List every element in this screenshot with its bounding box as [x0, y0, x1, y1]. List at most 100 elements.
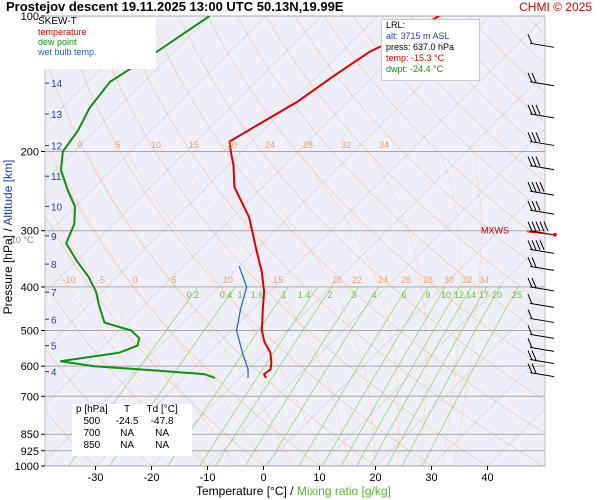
table-cell: NA [155, 440, 170, 451]
isotherm [207, 128, 545, 466]
moist-adiabat-label: -10 [62, 275, 75, 285]
table-header: p [hPa] [76, 404, 108, 415]
isotherm [45, 16, 378, 349]
isotherm [45, 16, 154, 125]
x-tick-label: 40 [481, 472, 493, 484]
wind-barb [527, 72, 555, 87]
mixing-ratio-label: 10 [441, 290, 451, 300]
x-tick-label: 0 [260, 472, 266, 484]
dry-adiabat [352, 16, 545, 213]
mixing-ratio-label: 12 [454, 290, 464, 300]
moist-adiabat-label: 24 [265, 140, 275, 150]
altitude-tick-label: 14 [51, 79, 63, 90]
pressure-tick-label: 925 [21, 446, 39, 458]
dry-adiabat [294, 16, 545, 274]
pressure-tick-label: 300 [21, 226, 39, 238]
moist-adiabat-label: 28 [423, 275, 433, 285]
table-cell: NA [120, 428, 135, 439]
wind-barb [527, 200, 555, 215]
pressure-tick-label: 500 [21, 326, 39, 338]
altitude-tick-label: 12 [51, 142, 63, 153]
table-cell: 500 [83, 416, 101, 427]
moist-adiabat-label: 32 [341, 140, 351, 150]
x-tick-label: -20 [144, 472, 160, 484]
lrl-altitude: alt: 3715 m ASL [386, 31, 450, 41]
altitude-tick-label: 11 [51, 172, 62, 183]
legend: SKEW-T temperature dew point wet bulb te… [38, 17, 156, 69]
y-axis-title-altitude: Altitude [km] [1, 159, 15, 226]
mxws-barb [526, 231, 554, 236]
wind-barb [527, 104, 555, 119]
wind-barb [527, 132, 555, 146]
altitude-tick-label: 4 [51, 368, 57, 379]
wind-barb [527, 257, 555, 271]
lrl-pressure: press: 637.0 hPa [386, 42, 455, 52]
table-cell: NA [155, 428, 170, 439]
series-dew-point [59, 16, 216, 379]
mixing-ratio-label: 8 [425, 290, 430, 300]
table-cell: 850 [83, 440, 101, 451]
y-axis-title: Pressure [hPa] / Altitude [km] [1, 137, 15, 337]
altitude-tick-label: 6 [51, 315, 57, 326]
mixing-ratio-label: 3 [351, 290, 356, 300]
table-cell: -24.5 [115, 416, 139, 427]
moist-adiabat-label: 28 [303, 140, 313, 150]
x-tick-label: 10 [313, 472, 325, 484]
table-cell: -47.8 [150, 416, 174, 427]
altitude-tick-label: 9 [51, 232, 57, 243]
x-axis-title-main: Temperature [°C] / [196, 484, 297, 498]
x-tick-label: -10 [200, 472, 216, 484]
altitude-tick-label: 8 [51, 260, 57, 271]
x-tick-label: 30 [425, 472, 437, 484]
moist-adiabat-label: 5 [171, 275, 176, 285]
moist-adiabat-label: 0 [77, 140, 82, 150]
mixing-ratio-label: 0.4 [220, 290, 233, 300]
mixing-ratio-label: 2 [327, 290, 332, 300]
series-wet-bulb-temp [235, 266, 249, 378]
isotherm [263, 184, 545, 466]
wind-barb [527, 325, 555, 339]
series-temperature [228, 16, 440, 379]
pressure-tick-label: 700 [21, 391, 39, 403]
dry-adiabat [236, 16, 545, 337]
mixing-ratio-label: 1 [281, 290, 286, 300]
moist-adiabat-label: 10 [223, 275, 233, 285]
table-row: 500 -24.5 -47.8 [72, 416, 182, 428]
wind-barb [527, 34, 555, 48]
pressure-tick-label: 400 [21, 282, 39, 294]
moist-adiabat [453, 151, 482, 466]
table-header: Td [°C] [146, 404, 178, 415]
chart-title: Prostejov descent 19.11.2025 13:00 UTC 5… [6, 0, 344, 14]
mixing-ratio-label: 1.6 [251, 290, 264, 300]
mxws-label: MXWS [481, 226, 509, 236]
summary-table: p [hPa] T Td [°C] 500 -24.5 -47.8 700 NA… [72, 404, 182, 452]
moist-adiabat-label: 34 [379, 140, 389, 150]
table-header: T [124, 404, 131, 415]
mixing-ratio-label: 1.4 [298, 290, 311, 300]
moist-adiabat-label: 15 [189, 140, 199, 150]
mixing-ratio-label: 4 [371, 290, 376, 300]
moist-adiabat-label: 34 [479, 275, 489, 285]
moist-adiabat-label: 20 [227, 140, 237, 150]
legend-item-wetbulb: wet bulb temp. [38, 47, 97, 57]
mixing-ratio-label: 20 [492, 290, 502, 300]
pressure-tick-label: 600 [21, 361, 39, 373]
moist-adiabat-label: 26 [401, 275, 411, 285]
isotherm [151, 72, 545, 466]
summary-table-box: p [hPa] T Td [°C] 500 -24.5 -47.8 700 NA… [72, 404, 192, 456]
dry-adiabat [207, 16, 545, 369]
lrl-title: LRL: [386, 20, 406, 30]
wind-barb [527, 181, 555, 196]
isotherm [45, 16, 210, 181]
isotherm [45, 16, 322, 293]
moist-adiabat-label: 0 [132, 275, 137, 285]
x-axis-title-mixing: Mixing ratio [g/kg] [296, 484, 391, 498]
mixing-ratio-label: 14 [466, 290, 476, 300]
legend-title: SKEW-T [38, 16, 77, 27]
pressure-tick-label: 1000 [15, 461, 39, 473]
table-row: 850 NA NA [72, 440, 182, 452]
x-tick-label: 20 [369, 472, 381, 484]
wind-barb [527, 294, 555, 308]
lrl-temperature: temp: -15.3 °C [386, 53, 445, 63]
